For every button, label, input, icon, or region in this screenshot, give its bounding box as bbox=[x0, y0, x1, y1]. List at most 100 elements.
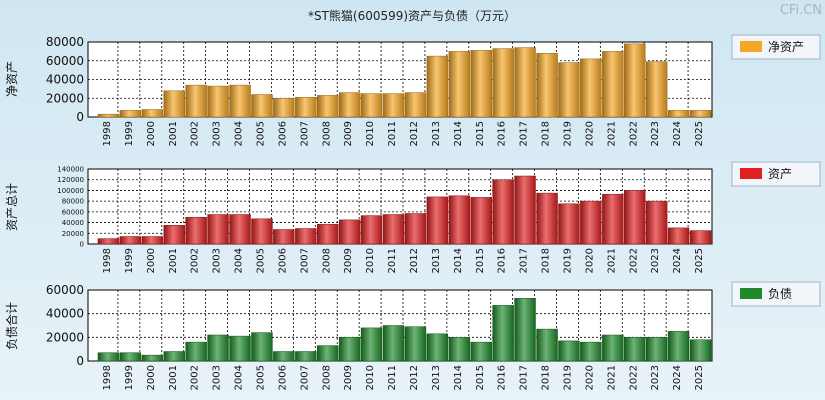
panel-liabilities: 0 20000 40000 60000 1998 1999 2000 2001 2002 2003… bbox=[4, 281, 821, 390]
bar-2014 bbox=[448, 51, 471, 118]
bar-2025 bbox=[689, 339, 712, 362]
x-tick-label: 2011 bbox=[387, 365, 398, 390]
bar-1998 bbox=[97, 238, 120, 245]
bar-2024 bbox=[667, 331, 690, 362]
x-tick-label: 2021 bbox=[606, 248, 617, 273]
x-tick-label: 2018 bbox=[541, 121, 552, 146]
bar-2013 bbox=[426, 196, 449, 245]
x-tick-label: 2008 bbox=[321, 365, 332, 390]
x-tick-label: 2024 bbox=[672, 365, 683, 390]
x-tick-label: 2019 bbox=[562, 121, 573, 146]
bar-2021 bbox=[602, 334, 624, 362]
bar-1999 bbox=[119, 352, 142, 362]
x-tick-label: 2023 bbox=[650, 248, 661, 273]
x-tick-label: 2008 bbox=[321, 248, 332, 273]
x-tick-label: 1998 bbox=[102, 365, 113, 390]
x-tick-label: 2006 bbox=[277, 248, 288, 273]
bar-2017 bbox=[514, 298, 536, 362]
bar-1998 bbox=[97, 352, 120, 362]
x-tick-label: 2007 bbox=[299, 248, 310, 273]
bar-2011 bbox=[382, 214, 405, 245]
x-tick-label: 2009 bbox=[343, 121, 354, 146]
x-tick-label: 2018 bbox=[541, 248, 552, 273]
bar-2006 bbox=[273, 229, 295, 245]
bar-1998 bbox=[97, 113, 120, 118]
x-tick-label: 2014 bbox=[453, 365, 464, 390]
bar-2016 bbox=[492, 179, 514, 245]
y-tick-label: 0 bbox=[76, 110, 84, 124]
x-tick-label: 2009 bbox=[343, 248, 354, 273]
y-axis-label: 负债合计 bbox=[4, 302, 19, 350]
x-tick-label: 2005 bbox=[255, 121, 266, 146]
bar-2007 bbox=[295, 97, 317, 118]
x-tick-label: 2002 bbox=[190, 248, 201, 273]
legend-swatch bbox=[740, 168, 762, 179]
x-tick-label: 2019 bbox=[562, 248, 573, 273]
y-axis-label: 净资产 bbox=[5, 61, 19, 97]
bar-2019 bbox=[558, 203, 580, 245]
x-tick-label: 2014 bbox=[453, 248, 464, 273]
y-tick-label: 100000 bbox=[57, 187, 84, 195]
x-tick-label: 2020 bbox=[584, 248, 595, 273]
bar-2014 bbox=[448, 337, 471, 362]
y-tick-label: 60000 bbox=[62, 208, 84, 216]
x-tick-label: 2022 bbox=[628, 248, 639, 273]
bar-2014 bbox=[448, 195, 471, 245]
bar-2025 bbox=[689, 110, 712, 118]
x-tick-label: 1999 bbox=[124, 121, 135, 146]
bar-2006 bbox=[273, 98, 295, 118]
bar-2002 bbox=[185, 216, 207, 245]
y-tick-label: 80000 bbox=[62, 198, 84, 206]
x-tick-label: 2016 bbox=[497, 121, 508, 146]
x-tick-label: 2015 bbox=[475, 121, 486, 146]
x-tick-label: 2010 bbox=[365, 121, 376, 146]
bar-2015 bbox=[470, 341, 492, 362]
x-tick-label: 1999 bbox=[124, 248, 135, 273]
y-tick-label: 40000 bbox=[62, 219, 84, 227]
x-tick-label: 2025 bbox=[694, 365, 705, 390]
bar-2021 bbox=[602, 51, 624, 118]
panel-assets: 0 20000 40000 60000 80000 100000 120000 140000 1… bbox=[5, 161, 821, 273]
y-tick-label: 0 bbox=[80, 241, 84, 249]
bar-2023 bbox=[645, 200, 668, 245]
x-tick-label: 1998 bbox=[102, 248, 113, 273]
bar-2002 bbox=[185, 84, 207, 118]
bar-1999 bbox=[119, 110, 142, 118]
x-tick-label: 2001 bbox=[168, 248, 179, 273]
bar-2009 bbox=[338, 337, 361, 362]
x-tick-label: 2011 bbox=[387, 248, 398, 273]
bar-2019 bbox=[558, 340, 580, 362]
bar-2006 bbox=[273, 351, 295, 362]
x-tick-label: 2014 bbox=[453, 121, 464, 146]
x-tick-label: 2008 bbox=[321, 121, 332, 146]
bar-2016 bbox=[492, 48, 514, 118]
x-tick-label: 2015 bbox=[475, 248, 486, 273]
bar-2017 bbox=[514, 47, 536, 118]
bar-2013 bbox=[426, 333, 449, 362]
bar-2004 bbox=[229, 84, 251, 118]
bar-2015 bbox=[470, 50, 492, 118]
x-tick-label: 2005 bbox=[255, 365, 266, 390]
x-tick-label: 2023 bbox=[650, 365, 661, 390]
x-tick-label: 2004 bbox=[234, 121, 245, 146]
panel-net_assets: 0 20000 40000 60000 80000 1998 1999 2000 2001 200… bbox=[5, 34, 821, 146]
bar-2003 bbox=[207, 214, 229, 245]
bar-2018 bbox=[536, 53, 558, 118]
bar-2011 bbox=[382, 325, 405, 362]
x-tick-label: 2025 bbox=[694, 121, 705, 146]
x-tick-label: 2024 bbox=[672, 248, 683, 273]
bar-2009 bbox=[338, 219, 361, 245]
bar-2008 bbox=[317, 223, 339, 245]
y-tick-label: 0 bbox=[76, 354, 84, 368]
x-tick-label: 2024 bbox=[672, 121, 683, 146]
y-tick-label: 60000 bbox=[46, 54, 84, 68]
bar-2007 bbox=[295, 228, 317, 245]
x-tick-label: 2010 bbox=[365, 365, 376, 390]
x-tick-label: 2017 bbox=[519, 248, 530, 273]
legend-label: 资产 bbox=[768, 167, 792, 181]
bar-2025 bbox=[689, 230, 712, 245]
x-tick-label: 2007 bbox=[299, 121, 310, 146]
bar-2004 bbox=[229, 214, 251, 245]
x-tick-label: 2022 bbox=[628, 121, 639, 146]
